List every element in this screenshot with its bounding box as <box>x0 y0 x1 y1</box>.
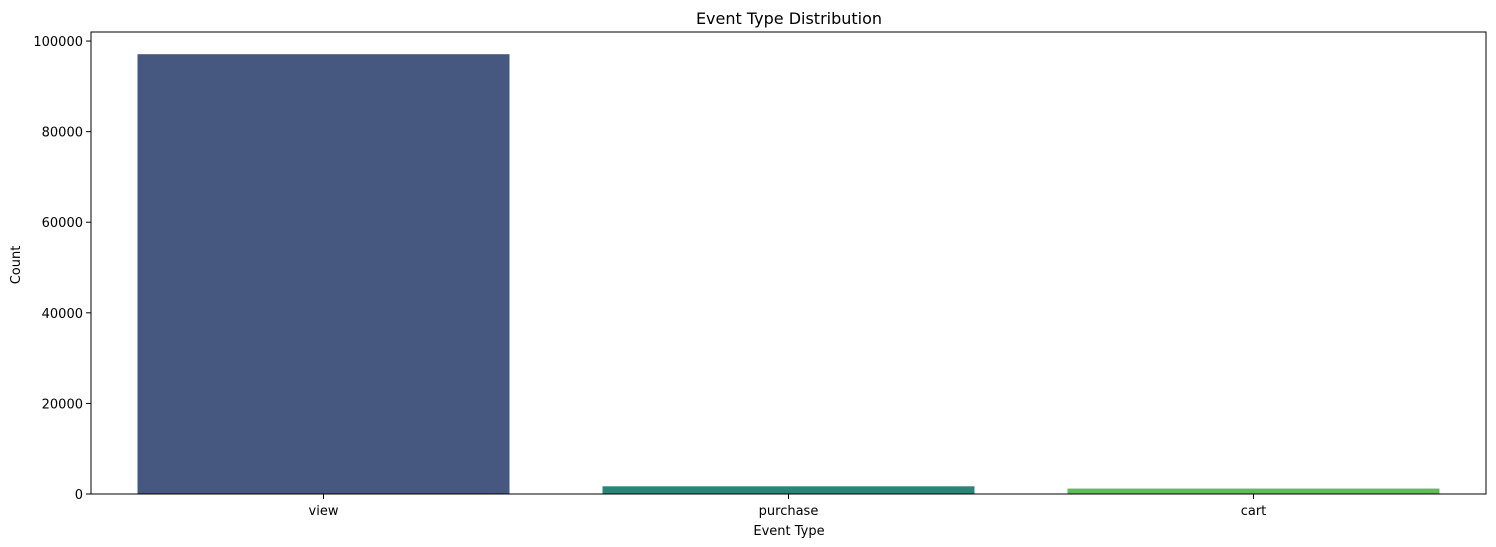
x-tick-label: purchase <box>759 504 819 519</box>
x-tick-label: cart <box>1241 504 1267 519</box>
x-axis-label: Event Type <box>753 524 824 539</box>
x-tick-label: view <box>309 504 339 519</box>
y-tick-label: 20000 <box>42 397 83 412</box>
bar-view <box>137 54 510 494</box>
y-tick-label: 60000 <box>42 216 83 231</box>
plot-area: view purchase cart 0 20000 40000 60000 80000 100… <box>33 31 1487 519</box>
y-tick-label: 40000 <box>42 307 83 322</box>
axes-frame <box>90 31 1487 495</box>
bar-purchase <box>602 486 975 494</box>
chart-title: Event Type Distribution <box>696 9 882 28</box>
bar-cart <box>1067 488 1440 494</box>
y-tick-label: 100000 <box>33 35 83 50</box>
y-tick-label: 0 <box>75 488 83 503</box>
y-tick-label: 80000 <box>42 126 83 141</box>
y-axis-label: Count <box>9 246 24 285</box>
